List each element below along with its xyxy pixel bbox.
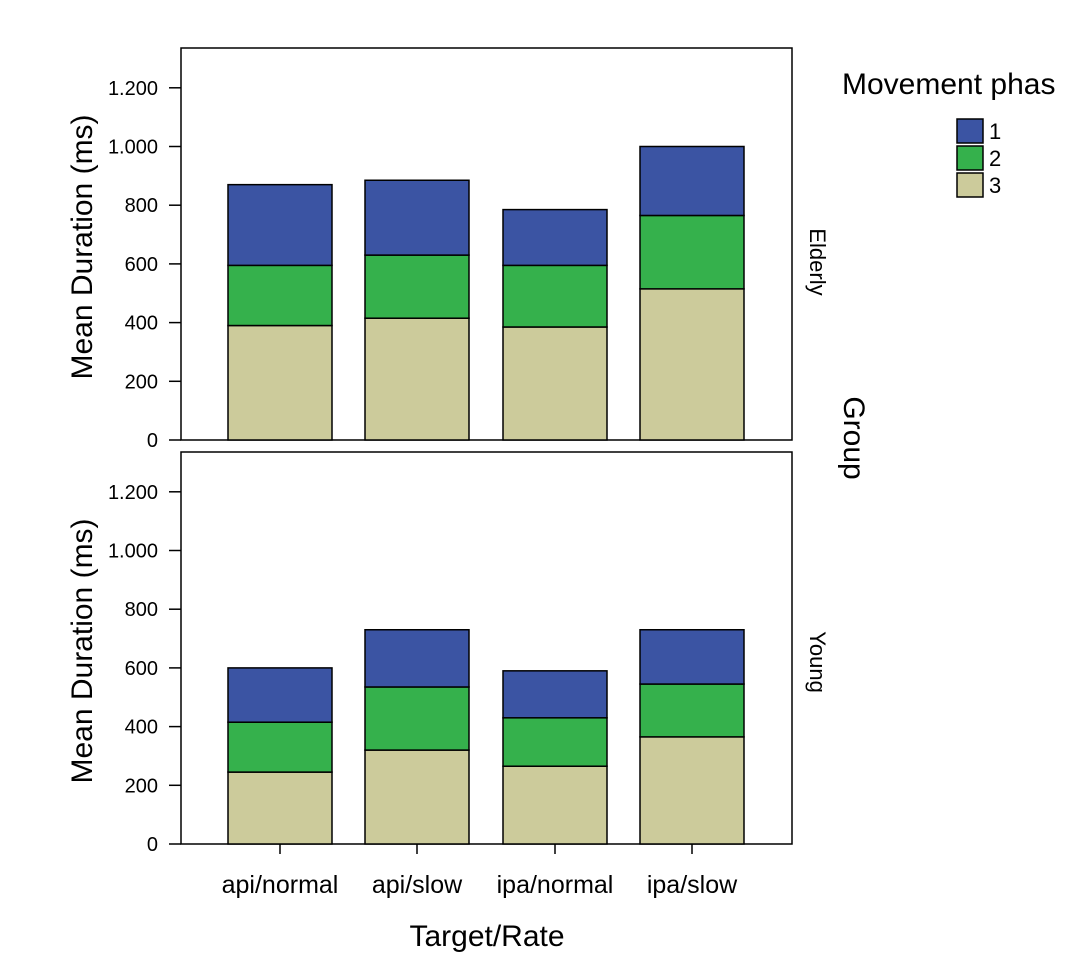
x-tick-label: ipa/slow bbox=[647, 871, 738, 899]
y-tick-label: 1.000 bbox=[108, 541, 158, 563]
legend-swatch-2 bbox=[956, 145, 984, 171]
legend-label-2: 2 bbox=[989, 146, 1001, 171]
y-axis-title: Mean Duration (ms) bbox=[66, 114, 99, 379]
y-tick-label: 400 bbox=[125, 313, 158, 335]
legend-swatch-1 bbox=[956, 118, 984, 144]
y-tick-label: 1.000 bbox=[108, 137, 158, 159]
panel-frame bbox=[180, 451, 793, 845]
bar-segment-phase-1 bbox=[227, 667, 333, 723]
bar-segment-phase-3 bbox=[639, 736, 745, 845]
bar-segment-phase-3 bbox=[227, 324, 333, 441]
legend-label-3: 3 bbox=[989, 173, 1001, 198]
bar-segment-phase-2 bbox=[502, 264, 608, 328]
bar-segment-phase-2 bbox=[364, 686, 470, 751]
facet-title: Group bbox=[837, 396, 870, 479]
bar-segment-phase-2 bbox=[502, 717, 608, 767]
bar-segment-phase-1 bbox=[639, 628, 745, 685]
legend-label-1: 1 bbox=[989, 119, 1001, 144]
x-tick-label: api/normal bbox=[222, 871, 339, 899]
bar-segment-phase-2 bbox=[639, 214, 745, 290]
bar-segment-phase-2 bbox=[364, 254, 470, 319]
facet-label-young: Young bbox=[805, 631, 830, 693]
bar-segment-phase-2 bbox=[639, 683, 745, 738]
x-tick-label: ipa/normal bbox=[497, 871, 614, 899]
y-tick-label: 800 bbox=[125, 195, 158, 217]
y-tick-label: 1.200 bbox=[108, 78, 158, 100]
facet-label-elderly: Elderly bbox=[805, 228, 830, 295]
bar-segment-phase-3 bbox=[364, 317, 470, 441]
y-tick-label: 0 bbox=[147, 430, 158, 452]
bar-segment-phase-1 bbox=[502, 670, 608, 719]
y-tick-label: 0 bbox=[147, 834, 158, 856]
chart-panels: 0 200 400 600 800 1.000 1.200 Mean Duration (ms… bbox=[66, 47, 830, 856]
y-tick-label: 600 bbox=[125, 658, 158, 680]
legend-title: Movement phas bbox=[842, 68, 1055, 101]
bar-segment-phase-3 bbox=[639, 288, 745, 441]
bar-segment-phase-1 bbox=[639, 145, 745, 217]
legend: Movement phas 123 bbox=[842, 68, 1055, 198]
panel-elderly: 0 200 400 600 800 1.000 1.200 Mean Duration (ms… bbox=[66, 47, 830, 452]
panel-young: 0 200 400 600 800 1.000 1.200 Mean Duration (ms… bbox=[66, 451, 830, 856]
bar-segment-phase-3 bbox=[502, 765, 608, 845]
y-tick-label: 200 bbox=[125, 371, 158, 393]
y-axis-title: Mean Duration (ms) bbox=[66, 518, 99, 783]
x-axis: api/normal api/slow ipa/normal ipa/slow bbox=[222, 844, 738, 899]
panel-frame bbox=[180, 47, 793, 441]
y-tick-label: 200 bbox=[125, 775, 158, 797]
bar-segment-phase-2 bbox=[227, 721, 333, 773]
x-tick-label: api/slow bbox=[372, 871, 463, 899]
legend-swatch-3 bbox=[956, 172, 984, 198]
bar-segment-phase-3 bbox=[227, 771, 333, 845]
y-tick-label: 600 bbox=[125, 254, 158, 276]
bar-segment-phase-1 bbox=[502, 208, 608, 267]
bar-segment-phase-2 bbox=[227, 264, 333, 327]
bar-segment-phase-1 bbox=[227, 183, 333, 267]
bar-segment-phase-1 bbox=[364, 179, 470, 256]
y-tick-label: 400 bbox=[125, 717, 158, 739]
y-tick-label: 1.200 bbox=[108, 482, 158, 504]
bar-segment-phase-3 bbox=[502, 326, 608, 441]
y-tick-label: 800 bbox=[125, 599, 158, 621]
bar-segment-phase-3 bbox=[364, 749, 470, 845]
bar-segment-phase-1 bbox=[364, 628, 470, 688]
x-axis-title: Target/Rate bbox=[409, 920, 564, 953]
